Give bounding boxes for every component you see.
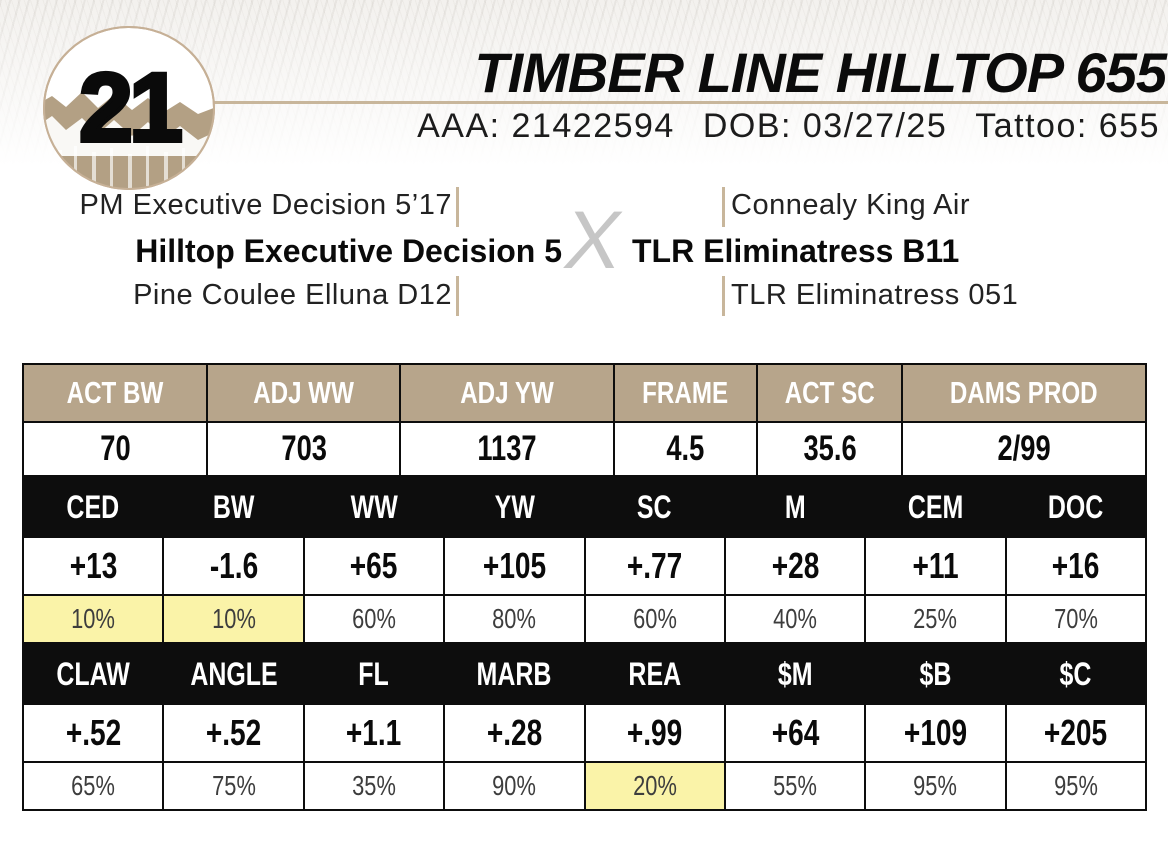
sire-of-sire: PM Executive Decision 5’17: [79, 189, 452, 221]
header-rule: [208, 101, 1168, 104]
value-actbw: 70: [21, 421, 209, 477]
value-marb: +.28: [443, 703, 586, 763]
lot-number: 21: [77, 51, 185, 164]
pedigree-divider-bar: [456, 187, 459, 227]
col-header-adjww: ADJ WW: [206, 363, 402, 423]
registration-info-row: AAA: 21422594 DOB: 03/27/25 Tattoo: 655: [417, 107, 1160, 146]
cross-symbol: X: [558, 195, 629, 286]
percentile-b: 95%: [864, 761, 1007, 811]
col-header-actsc: ACT SC: [756, 363, 904, 423]
value-m: +28: [723, 536, 867, 596]
lot-badge: 21: [40, 24, 218, 194]
col-header-fl: FL: [302, 644, 446, 705]
percentile-fl: 35%: [302, 761, 446, 811]
percentile-ced: 10%: [21, 594, 165, 644]
value-frame: 4.5: [612, 421, 759, 477]
col-header-rea: REA: [583, 644, 726, 705]
value-claw: +.52: [21, 703, 165, 763]
col-header-damsprod: DAMS PROD: [901, 363, 1147, 423]
value-doc: +16: [1004, 536, 1148, 596]
col-header-ww: WW: [302, 477, 446, 538]
percentile-cem: 25%: [864, 594, 1007, 644]
percentile-sc: 60%: [583, 594, 726, 644]
epd-table-production: CED BW WW YW SC M CEM DOC +13 -1.6 +65 +105 +.77 +28 +…: [21, 477, 1148, 644]
dam-of-sire: Pine Coulee Elluna D12: [133, 279, 452, 311]
col-header-m: $M: [723, 644, 867, 705]
value-yw: +105: [443, 536, 586, 596]
col-header-claw: CLAW: [21, 644, 165, 705]
epd-table-traits-dollars: CLAW ANGLE FL MARB REA $M $B $C +.52 +.52 +1.1 +.28…: [21, 644, 1148, 811]
col-header-b: $B: [864, 644, 1007, 705]
percentile-doc: 70%: [1004, 594, 1148, 644]
col-header-sc: SC: [583, 477, 726, 538]
pedigree-divider-bar: [722, 276, 725, 316]
value-rea: +.99: [583, 703, 726, 763]
value-angle: +.52: [162, 703, 305, 763]
percentile-bw: 10%: [162, 594, 305, 644]
data-tables: ACT BW ADJ WW ADJ YW FRAME ACT SC DAMS PROD 70…: [21, 363, 1148, 811]
value-m: +64: [723, 703, 867, 763]
col-header-adjyw: ADJ YW: [399, 363, 615, 423]
value-c: +205: [1004, 703, 1148, 763]
registration-number: AAA: 21422594: [417, 107, 675, 145]
col-header-ced: CED: [21, 477, 165, 538]
col-header-m: M: [723, 477, 867, 538]
value-bw: -1.6: [162, 536, 305, 596]
pedigree-divider-bar: [456, 276, 459, 316]
pedigree-divider-bar: [722, 187, 725, 227]
value-fl: +1.1: [302, 703, 446, 763]
performance-table: ACT BW ADJ WW ADJ YW FRAME ACT SC DAMS PROD 70…: [21, 363, 1147, 477]
value-ced: +13: [21, 536, 165, 596]
sire-name: Hilltop Executive Decision 5: [135, 233, 562, 269]
birth-date: DOB: 03/27/25: [702, 107, 948, 145]
col-header-cem: CEM: [864, 477, 1007, 538]
animal-name-title: TIMBER LINE HILLTOP 655: [474, 41, 1167, 104]
col-header-angle: ANGLE: [162, 644, 305, 705]
value-cem: +11: [864, 536, 1007, 596]
col-header-c: $C: [1004, 644, 1148, 705]
percentile-m: 55%: [723, 761, 867, 811]
percentile-claw: 65%: [21, 761, 165, 811]
value-b: +109: [864, 703, 1007, 763]
value-sc: +.77: [583, 536, 726, 596]
percentile-c: 95%: [1004, 761, 1148, 811]
value-actsc: 35.6: [756, 421, 904, 477]
value-damsprod: 2/99: [901, 421, 1147, 477]
percentile-ww: 60%: [302, 594, 446, 644]
col-header-marb: MARB: [443, 644, 586, 705]
col-header-actbw: ACT BW: [21, 363, 209, 423]
col-header-bw: BW: [162, 477, 305, 538]
percentile-m: 40%: [723, 594, 867, 644]
dam-of-dam: TLR Eliminatress 051: [731, 279, 1019, 311]
value-adjww: 703: [206, 421, 402, 477]
value-ww: +65: [302, 536, 446, 596]
col-header-frame: FRAME: [612, 363, 759, 423]
percentile-yw: 80%: [443, 594, 586, 644]
col-header-doc: DOC: [1004, 477, 1148, 538]
mountain-logo-graphic: [43, 26, 215, 190]
percentile-marb: 90%: [443, 761, 586, 811]
col-header-yw: YW: [443, 477, 586, 538]
sire-of-dam: Connealy King Air: [731, 189, 971, 221]
tattoo: Tattoo: 655: [975, 107, 1160, 145]
dam-name: TLR Eliminatress B11: [632, 233, 960, 269]
value-adjyw: 1137: [399, 421, 615, 477]
percentile-rea: 20%: [583, 761, 726, 811]
percentile-angle: 75%: [162, 761, 305, 811]
